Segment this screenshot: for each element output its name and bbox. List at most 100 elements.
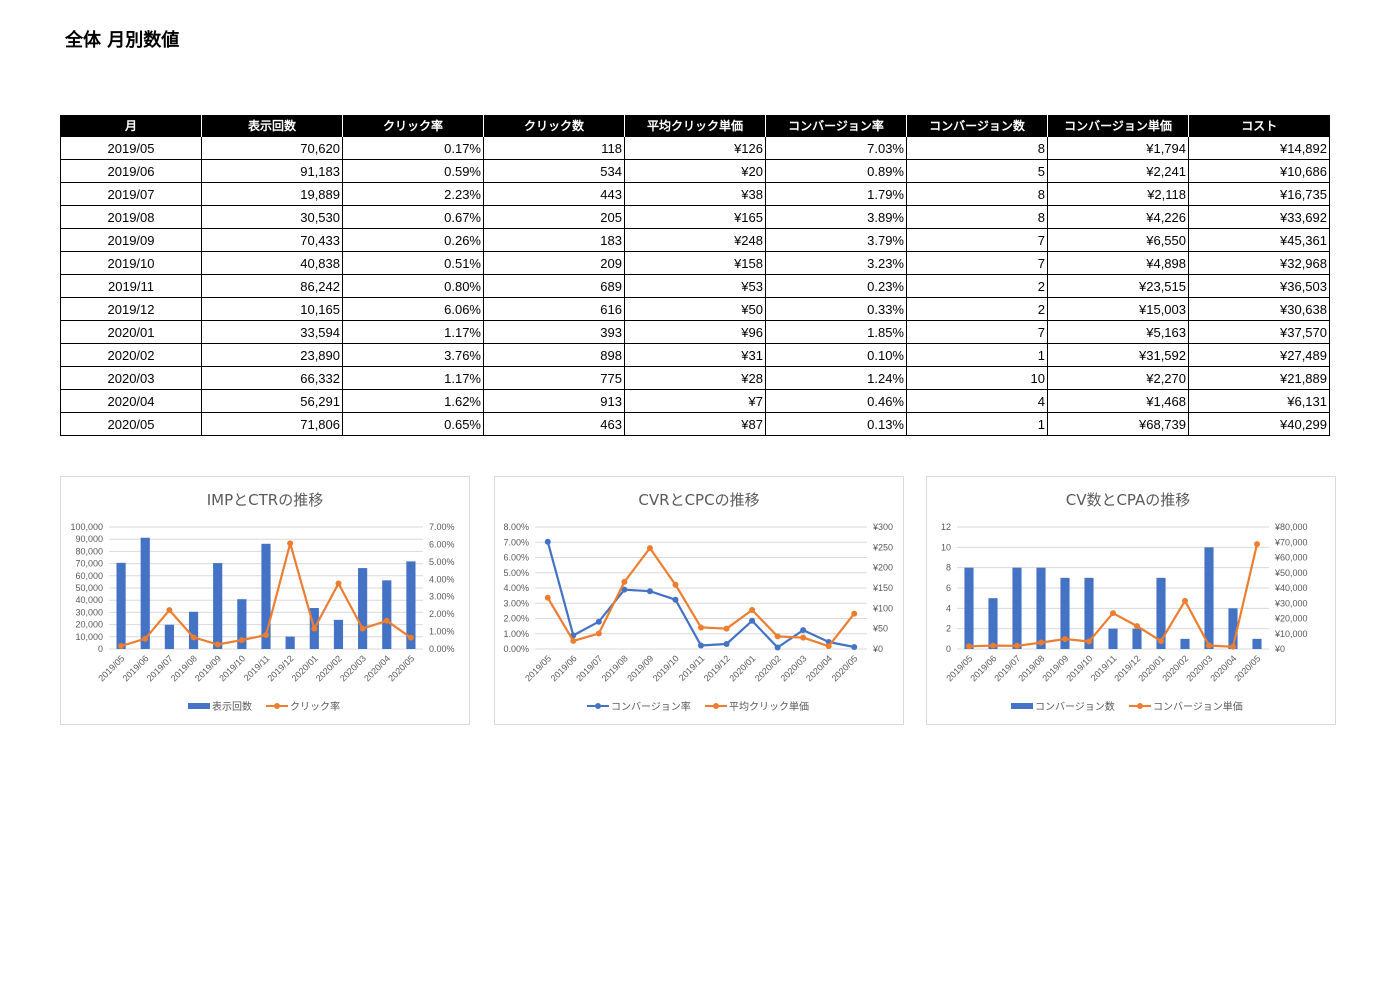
cell-cost: ¥30,638 bbox=[1188, 297, 1330, 321]
point bbox=[672, 596, 679, 603]
cell-month: 2019/11 bbox=[60, 274, 202, 298]
right-tick-label: 6.00% bbox=[429, 539, 455, 549]
chart-cvr-cpc-svg: CVRとCPCの推移 0.00% 1.00% 2.00% 3.00% 4.00% 5.00… bbox=[503, 491, 893, 713]
point bbox=[311, 625, 318, 632]
cell-clicks: 616 bbox=[483, 297, 625, 321]
header-ctr[interactable]: クリック率 bbox=[342, 115, 484, 137]
bar bbox=[1108, 628, 1118, 649]
point bbox=[621, 578, 628, 585]
series-line bbox=[544, 545, 858, 650]
right-tick-label: ¥40,000 bbox=[1274, 583, 1308, 593]
left-tick-label: 0.00% bbox=[503, 644, 529, 654]
bar bbox=[1084, 577, 1094, 649]
point bbox=[383, 617, 390, 624]
point bbox=[407, 634, 414, 641]
point bbox=[851, 610, 858, 617]
cell-month: 2019/07 bbox=[60, 182, 202, 206]
cell-clicks: 913 bbox=[483, 389, 625, 413]
cell-conversions: 1 bbox=[906, 412, 1048, 436]
cell-cvr: 0.33% bbox=[765, 297, 907, 321]
cell-ctr: 1.17% bbox=[342, 366, 484, 390]
header-cost[interactable]: コスト bbox=[1188, 115, 1330, 137]
cell-cpa: ¥23,515 bbox=[1047, 274, 1189, 298]
header-month[interactable]: 月 bbox=[60, 115, 202, 137]
header-clicks[interactable]: クリック数 bbox=[483, 115, 625, 137]
cell-cost: ¥33,692 bbox=[1188, 205, 1330, 229]
cell-ctr: 1.17% bbox=[342, 320, 484, 344]
point bbox=[698, 642, 704, 649]
table-row: 2019/07 19,889 2.23% 443 ¥38 1.79% 8 ¥2,118 ¥16,… bbox=[60, 182, 1330, 206]
legend-label: コンバージョン単価 bbox=[1153, 700, 1243, 713]
cell-cost: ¥16,735 bbox=[1188, 182, 1330, 206]
table-row: 2019/09 70,433 0.26% 183 ¥248 3.79% 7 ¥6,550 ¥45… bbox=[60, 228, 1330, 252]
point bbox=[723, 640, 730, 647]
bar bbox=[1252, 638, 1262, 649]
cell-cpa: ¥31,592 bbox=[1047, 343, 1189, 367]
x-tick-label: 2020/03 bbox=[778, 653, 808, 683]
point bbox=[142, 635, 149, 642]
cell-month: 2019/05 bbox=[60, 136, 202, 160]
cell-cvr: 0.13% bbox=[765, 412, 907, 436]
point bbox=[646, 545, 653, 552]
point bbox=[1014, 642, 1020, 649]
bar bbox=[964, 567, 974, 649]
cell-cpa: ¥68,739 bbox=[1047, 412, 1189, 436]
cell-conversions: 10 bbox=[906, 366, 1048, 390]
cell-impressions: 71,806 bbox=[201, 412, 343, 436]
legend: 表示回数 クリック率 bbox=[188, 700, 340, 713]
cell-avg-cpc: ¥126 bbox=[624, 136, 766, 160]
left-tick-label: 10,000 bbox=[75, 632, 103, 642]
table-row: 2019/05 70,620 0.17% 118 ¥126 7.03% 8 ¥1,794 ¥14… bbox=[60, 136, 1330, 160]
header-cpa[interactable]: コンバージョン単価 bbox=[1047, 115, 1189, 137]
cell-avg-cpc: ¥87 bbox=[624, 412, 766, 436]
point bbox=[800, 634, 807, 641]
chart-title: CVRとCPCの推移 bbox=[638, 491, 759, 509]
point bbox=[990, 642, 996, 649]
bar bbox=[1132, 628, 1142, 649]
cell-avg-cpc: ¥96 bbox=[624, 320, 766, 344]
cell-impressions: 19,889 bbox=[201, 182, 343, 206]
cell-cvr: 1.85% bbox=[765, 320, 907, 344]
bar bbox=[382, 580, 392, 649]
bar bbox=[285, 636, 295, 649]
page-title: 全体 月別数値 bbox=[65, 30, 180, 51]
legend-label: クリック率 bbox=[290, 700, 340, 713]
point bbox=[1062, 636, 1068, 643]
cell-cost: ¥10,686 bbox=[1188, 159, 1330, 183]
right-tick-label: ¥80,000 bbox=[1274, 522, 1308, 532]
cell-ctr: 1.62% bbox=[342, 389, 484, 413]
legend: コンバージョン数 コンバージョン単価 bbox=[1011, 700, 1243, 713]
header-impressions[interactable]: 表示回数 bbox=[201, 115, 343, 137]
left-tick-label: 3.00% bbox=[503, 598, 529, 608]
cell-ctr: 3.76% bbox=[342, 343, 484, 367]
x-tick-label: 2020/05 bbox=[830, 653, 860, 683]
legend-label: 表示回数 bbox=[212, 700, 252, 713]
cell-impressions: 66,332 bbox=[201, 366, 343, 390]
header-conversions[interactable]: コンバージョン数 bbox=[906, 115, 1048, 137]
cell-ctr: 0.67% bbox=[342, 205, 484, 229]
right-tick-label: 2.00% bbox=[429, 609, 455, 619]
cell-cpa: ¥1,468 bbox=[1047, 389, 1189, 413]
legend-label: 平均クリック単価 bbox=[729, 700, 809, 713]
left-tick-label: 2.00% bbox=[503, 614, 529, 624]
point bbox=[646, 588, 653, 595]
table-row: 2020/01 33,594 1.17% 393 ¥96 1.85% 7 ¥5,163 ¥37,… bbox=[60, 320, 1330, 344]
cell-cpa: ¥4,898 bbox=[1047, 251, 1189, 275]
cell-month: 2019/09 bbox=[60, 228, 202, 252]
cell-cost: ¥6,131 bbox=[1188, 389, 1330, 413]
point bbox=[698, 624, 704, 631]
point bbox=[1110, 610, 1116, 617]
legend-swatch-point bbox=[1137, 703, 1143, 709]
cell-month: 2020/03 bbox=[60, 366, 202, 390]
table-row: 2019/12 10,165 6.06% 616 ¥50 0.33% 2 ¥15,003 ¥30… bbox=[60, 297, 1330, 321]
bar bbox=[1036, 567, 1046, 649]
point bbox=[595, 618, 602, 625]
left-tick-label: 2 bbox=[946, 624, 951, 634]
right-tick-label: 1.00% bbox=[429, 627, 455, 637]
point bbox=[825, 643, 832, 650]
x-tick-label: 2020/05 bbox=[1232, 653, 1262, 683]
header-cvr[interactable]: コンバージョン率 bbox=[765, 115, 907, 137]
table-row: 2020/02 23,890 3.76% 898 ¥31 0.10% 1 ¥31,592 ¥27… bbox=[60, 343, 1330, 367]
header-avg-cpc[interactable]: 平均クリック単価 bbox=[624, 115, 766, 137]
cell-ctr: 0.26% bbox=[342, 228, 484, 252]
